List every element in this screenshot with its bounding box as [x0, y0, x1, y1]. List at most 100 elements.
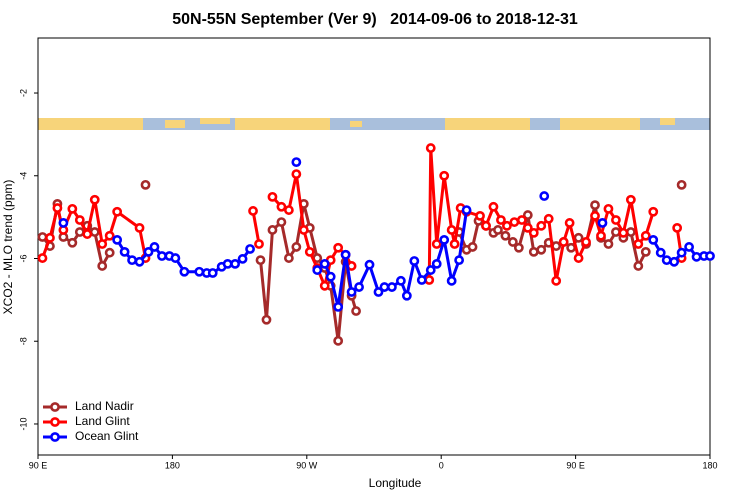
point [267, 191, 278, 202]
point [475, 210, 485, 221]
point [633, 261, 644, 271]
legend-marker [50, 432, 60, 442]
point [528, 227, 539, 238]
point [207, 268, 218, 278]
legend-label: Land Glint [75, 414, 130, 428]
plot-frame [37, 37, 711, 456]
point [74, 215, 85, 225]
point [179, 266, 190, 277]
point [625, 194, 636, 205]
point [564, 218, 575, 228]
point [283, 205, 294, 215]
point [496, 215, 506, 225]
y-tick-label: -8 [18, 337, 28, 345]
point [134, 256, 145, 267]
point [603, 203, 614, 214]
point [481, 220, 491, 231]
point [416, 275, 427, 285]
point [346, 287, 357, 297]
point [276, 201, 287, 212]
point [439, 170, 450, 181]
point [194, 266, 205, 277]
point [401, 290, 412, 301]
point [248, 206, 258, 216]
point [58, 218, 69, 228]
point [333, 242, 344, 253]
point [237, 254, 248, 264]
point [611, 227, 621, 237]
point [291, 242, 302, 252]
point [502, 220, 512, 231]
point [493, 225, 503, 235]
y-tick-label: -6 [18, 254, 28, 262]
y-tick-label: -4 [18, 172, 28, 180]
point [461, 205, 472, 215]
point [507, 237, 518, 247]
point [283, 253, 294, 263]
point [425, 265, 436, 275]
point [37, 232, 48, 242]
point [446, 275, 457, 286]
point [312, 265, 323, 275]
point [543, 213, 554, 224]
series-line [251, 210, 261, 245]
point [672, 222, 683, 233]
point [291, 169, 302, 180]
point [684, 242, 694, 252]
point [573, 232, 584, 243]
point [590, 200, 600, 211]
point [513, 242, 524, 253]
x-tick-label: 0 [439, 460, 444, 470]
point [669, 256, 680, 267]
point [467, 242, 478, 252]
x-tick-label: 90 E [29, 460, 48, 470]
point [97, 261, 108, 271]
point [89, 194, 100, 205]
point [409, 256, 420, 266]
point [566, 242, 577, 253]
point [431, 239, 442, 249]
point [364, 259, 375, 270]
point [104, 247, 115, 258]
point [298, 225, 309, 235]
point [528, 246, 539, 257]
point [379, 282, 390, 292]
point [143, 246, 154, 257]
point [454, 255, 465, 266]
point [255, 255, 266, 266]
point [449, 239, 460, 249]
point [536, 220, 547, 231]
point [640, 230, 651, 241]
point [304, 246, 315, 257]
point [276, 217, 287, 227]
point [230, 258, 241, 269]
point [254, 239, 264, 249]
point [74, 227, 85, 237]
point [522, 222, 533, 233]
point [596, 230, 606, 241]
series [58, 157, 715, 312]
point [67, 203, 78, 214]
point [325, 271, 336, 282]
x-tick-label: 180 [165, 460, 180, 470]
point [516, 215, 527, 225]
point [655, 247, 666, 258]
point [648, 234, 659, 245]
point [705, 251, 715, 261]
point [618, 227, 629, 238]
x-tick-label: 90 E [566, 460, 585, 470]
point [573, 253, 584, 263]
point [661, 255, 672, 266]
point [539, 191, 550, 201]
point [558, 237, 569, 247]
point [291, 157, 302, 168]
point [319, 258, 330, 269]
point [222, 258, 233, 269]
series [37, 143, 687, 291]
series [37, 179, 687, 346]
point [45, 232, 55, 243]
legend-label: Land Nadir [75, 399, 134, 413]
point [425, 143, 436, 153]
